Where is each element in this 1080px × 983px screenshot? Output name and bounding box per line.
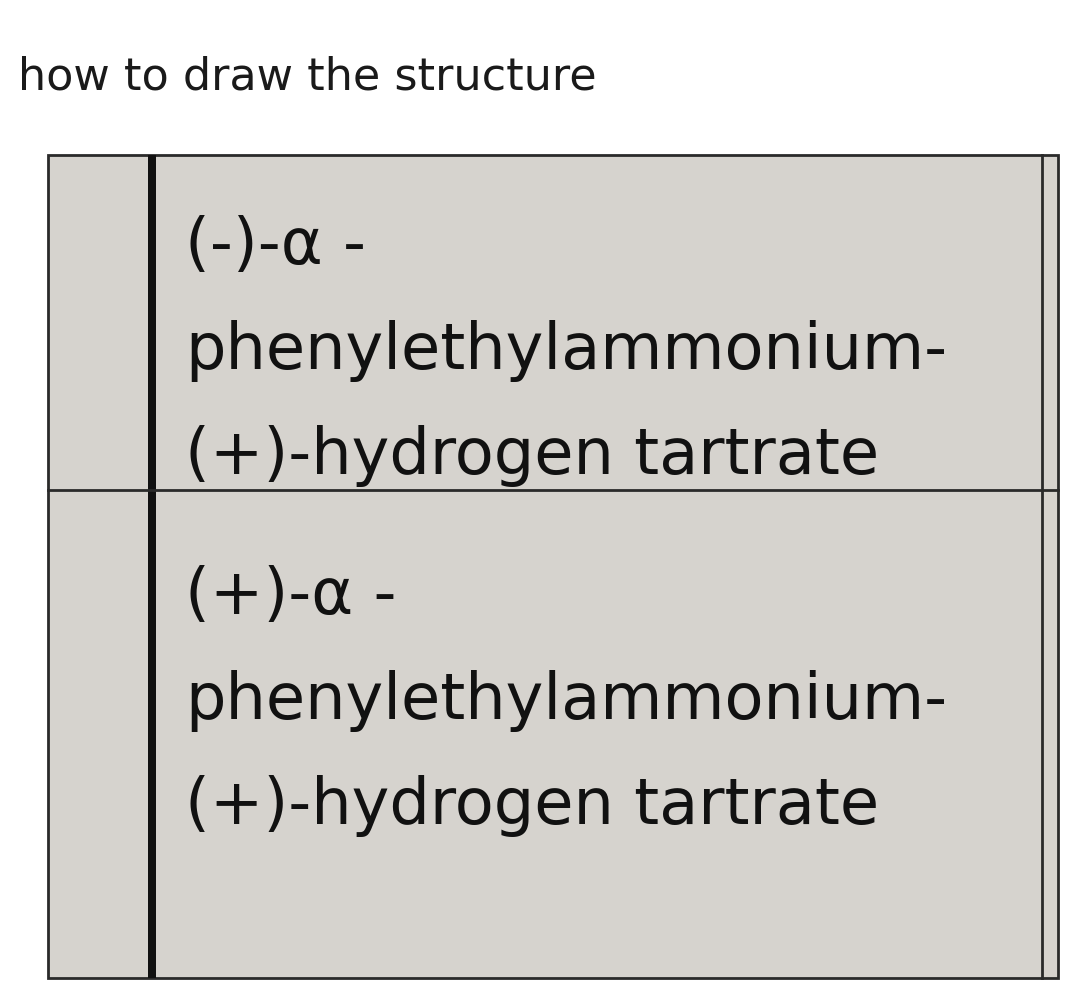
Text: (+)-hydrogen tartrate: (+)-hydrogen tartrate [185,775,879,837]
Text: (-)-α -: (-)-α - [185,215,366,277]
Text: how to draw the structure: how to draw the structure [18,55,596,98]
Bar [48,155,1058,978]
Text: phenylethylammonium-: phenylethylammonium- [185,320,947,382]
Bar [148,155,156,978]
Text: phenylethylammonium-: phenylethylammonium- [185,670,947,732]
Text: (+)-hydrogen tartrate: (+)-hydrogen tartrate [185,425,879,487]
Text: (+)-α -: (+)-α - [185,565,396,627]
